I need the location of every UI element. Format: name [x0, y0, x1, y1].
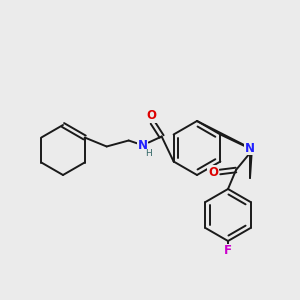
Text: N: N: [245, 142, 255, 154]
Text: O: O: [208, 166, 218, 178]
Text: O: O: [147, 109, 157, 122]
Text: N: N: [138, 139, 148, 152]
Text: H: H: [145, 149, 152, 158]
Text: F: F: [224, 244, 232, 257]
